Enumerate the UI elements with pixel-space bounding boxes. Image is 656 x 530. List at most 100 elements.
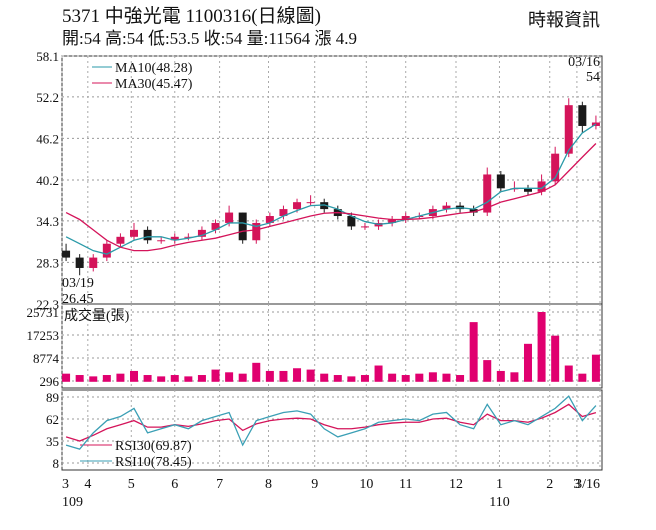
candle-body bbox=[293, 202, 302, 210]
y-tick-label: 35 bbox=[46, 434, 59, 449]
x-tick-label: 12 bbox=[449, 477, 463, 492]
x-tick-label: 2 bbox=[546, 477, 553, 492]
candle-body bbox=[184, 236, 193, 238]
volume-bar bbox=[456, 375, 465, 382]
y-tick-label: 40.2 bbox=[36, 173, 59, 188]
x-tick-label: 3/16 bbox=[575, 477, 600, 492]
y-tick-label: 46.2 bbox=[36, 131, 59, 146]
candle-body bbox=[279, 209, 288, 217]
volume-bar bbox=[537, 312, 546, 382]
line-series bbox=[65, 143, 597, 252]
x-tick-label: 7 bbox=[216, 477, 223, 492]
candle-body bbox=[265, 216, 274, 223]
legend-label: RSI30(69.87) bbox=[115, 439, 192, 454]
candle-body bbox=[157, 240, 166, 242]
volume-bar bbox=[143, 375, 152, 382]
volume-bar bbox=[225, 372, 234, 382]
x-tick-label: 5 bbox=[128, 477, 135, 492]
volume-bar bbox=[75, 375, 84, 382]
volume-bar bbox=[564, 365, 573, 382]
candle-body bbox=[523, 188, 532, 192]
volume-bar bbox=[238, 373, 247, 382]
x-tick-label: 9 bbox=[311, 477, 318, 492]
annotation: 26.45 bbox=[62, 292, 94, 307]
volume-bar bbox=[401, 375, 410, 382]
y-tick-label: 89 bbox=[46, 390, 59, 405]
y-tick-label: 58.1 bbox=[36, 49, 59, 64]
y-tick-label: 28.3 bbox=[36, 255, 59, 270]
x-tick-label: 3 bbox=[62, 477, 69, 492]
candle-body bbox=[320, 202, 329, 210]
candle-body bbox=[388, 219, 397, 223]
candle-body bbox=[401, 216, 410, 220]
y-tick-label: 22.3 bbox=[36, 297, 59, 312]
y-tick-label: 34.3 bbox=[36, 214, 59, 229]
volume-bar bbox=[184, 376, 193, 382]
y-tick-label: 17253 bbox=[27, 328, 60, 343]
candle-body bbox=[564, 105, 573, 154]
candle-body bbox=[306, 202, 315, 204]
candle-body bbox=[116, 236, 125, 244]
annotation: 03/19 bbox=[62, 276, 94, 291]
candle-body bbox=[102, 243, 111, 258]
candle-body bbox=[197, 229, 206, 237]
annotation: 03/16 bbox=[568, 55, 600, 70]
volume-bar bbox=[388, 373, 397, 382]
x-tick-label: 3 bbox=[573, 477, 580, 492]
candle-body bbox=[225, 212, 234, 223]
volume-bar bbox=[469, 322, 478, 382]
candle-body bbox=[551, 153, 560, 182]
legend-label: MA30(45.47) bbox=[115, 77, 193, 92]
candle-body bbox=[483, 174, 492, 213]
candle-body bbox=[537, 181, 546, 192]
volume-bar bbox=[483, 360, 492, 382]
volume-bar bbox=[279, 370, 288, 382]
panel-title: 成交量(張) bbox=[64, 307, 130, 324]
volume-bar bbox=[523, 343, 532, 382]
volume-bar bbox=[333, 375, 342, 382]
legend-label: MA10(48.28) bbox=[115, 61, 193, 76]
volume-bar bbox=[102, 375, 111, 382]
volume-bar bbox=[428, 372, 437, 382]
line-series bbox=[65, 403, 597, 442]
candle-body bbox=[143, 229, 152, 241]
volume-bar bbox=[130, 370, 139, 382]
x-tick-label: 8 bbox=[265, 477, 272, 492]
candle-body bbox=[75, 257, 84, 268]
volume-bar bbox=[374, 365, 383, 382]
candle-body bbox=[496, 174, 505, 189]
legend-label: RSI10(78.45) bbox=[115, 455, 192, 470]
candle-body bbox=[252, 222, 261, 241]
quote: 開:54 高:54 低:53.5 收:54 量:11564 漲 4.9 bbox=[62, 29, 357, 48]
candle-body bbox=[238, 212, 247, 241]
candle-body bbox=[62, 250, 71, 258]
candle-body bbox=[347, 216, 356, 227]
volume-bar bbox=[578, 373, 587, 382]
volume-bar bbox=[252, 362, 261, 382]
candle-body bbox=[130, 229, 139, 237]
volume-bar bbox=[265, 370, 274, 382]
panel-frame bbox=[61, 303, 603, 389]
line-series bbox=[65, 123, 597, 255]
annotation: 54 bbox=[586, 70, 600, 85]
source: 時報資訊 bbox=[528, 10, 600, 30]
y-tick-label: 62 bbox=[46, 412, 59, 427]
line-series bbox=[65, 395, 597, 450]
candle-body bbox=[442, 205, 451, 210]
volume-bar bbox=[360, 375, 369, 382]
volume-bar bbox=[170, 375, 179, 382]
x-year-label: 109 bbox=[62, 495, 83, 510]
volume-bar bbox=[116, 373, 125, 382]
y-tick-label: 8 bbox=[53, 456, 60, 471]
volume-bar bbox=[293, 368, 302, 382]
volume-bar bbox=[551, 335, 560, 382]
x-tick-label: 4 bbox=[84, 477, 91, 492]
volume-bar bbox=[197, 375, 206, 382]
volume-bar bbox=[89, 376, 98, 382]
candle-body bbox=[469, 209, 478, 213]
volume-bar bbox=[347, 376, 356, 382]
volume-bar bbox=[157, 376, 166, 382]
volume-bar bbox=[591, 354, 600, 382]
candle-body bbox=[578, 105, 587, 126]
title: 5371 中強光電 1100316(日線圖) bbox=[62, 5, 321, 27]
